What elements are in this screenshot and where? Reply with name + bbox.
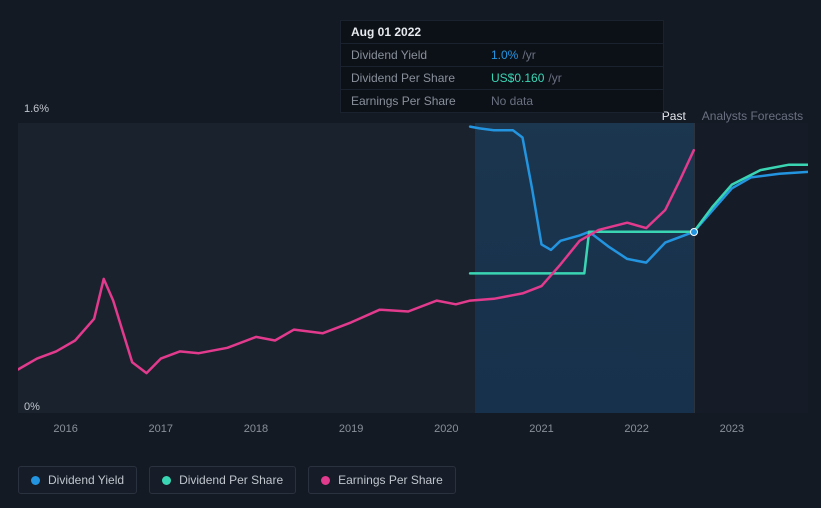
chart-lines (18, 123, 808, 413)
x-tick: 2017 (149, 423, 173, 435)
tooltip-label: Dividend Yield (351, 48, 491, 62)
tooltip-label: Earnings Per Share (351, 94, 491, 108)
series-line (18, 150, 694, 373)
tooltip-date: Aug 01 2022 (351, 25, 421, 39)
data-marker (690, 228, 698, 236)
legend-item[interactable]: Dividend Per Share (149, 466, 296, 494)
legend-item[interactable]: Dividend Yield (18, 466, 137, 494)
x-tick: 2020 (434, 423, 458, 435)
x-tick: 2019 (339, 423, 363, 435)
tooltip-row: Dividend Per ShareUS$0.160/yr (341, 67, 663, 90)
y-axis-min: 0% (24, 401, 40, 413)
legend: Dividend Yield Dividend Per Share Earnings… (18, 466, 456, 494)
x-tick: 2023 (720, 423, 744, 435)
region-label-forecast: Analysts Forecasts (702, 109, 803, 123)
x-tick: 2016 (53, 423, 77, 435)
x-tick: 2018 (244, 423, 268, 435)
legend-label: Dividend Per Share (179, 473, 283, 487)
series-line (470, 165, 808, 274)
tooltip-unit: /yr (522, 48, 535, 62)
chart: 1.6% Past Analysts Forecasts 0% 2016 2017… (18, 105, 808, 445)
legend-label: Earnings Per Share (338, 473, 443, 487)
tooltip-date-row: Aug 01 2022 (341, 21, 663, 44)
tooltip-value: No data (491, 94, 533, 108)
x-tick: 2022 (624, 423, 648, 435)
x-tick: 2021 (529, 423, 553, 435)
region-label-past: Past (662, 109, 686, 123)
tooltip-row: Dividend Yield1.0% /yr (341, 44, 663, 67)
tooltip-label: Dividend Per Share (351, 71, 491, 85)
plot-area[interactable] (18, 123, 808, 413)
tooltip-panel: Aug 01 2022 Dividend Yield1.0%/yrDividen… (340, 20, 664, 113)
legend-dot-icon (162, 476, 171, 485)
legend-item[interactable]: Earnings Per Share (308, 466, 456, 494)
x-axis: 2016 2017 2018 2019 2020 2021 2022 2023 (18, 423, 808, 443)
tooltip-value: 1.0% (491, 48, 518, 62)
tooltip-unit: /yr (548, 71, 561, 85)
series-line (470, 127, 808, 263)
legend-dot-icon (31, 476, 40, 485)
legend-dot-icon (321, 476, 330, 485)
tooltip-value: US$0.160 (491, 71, 544, 85)
tooltip-row: Earnings Per ShareNo data (341, 90, 663, 112)
y-axis-max: 1.6% (24, 103, 49, 115)
legend-label: Dividend Yield (48, 473, 124, 487)
